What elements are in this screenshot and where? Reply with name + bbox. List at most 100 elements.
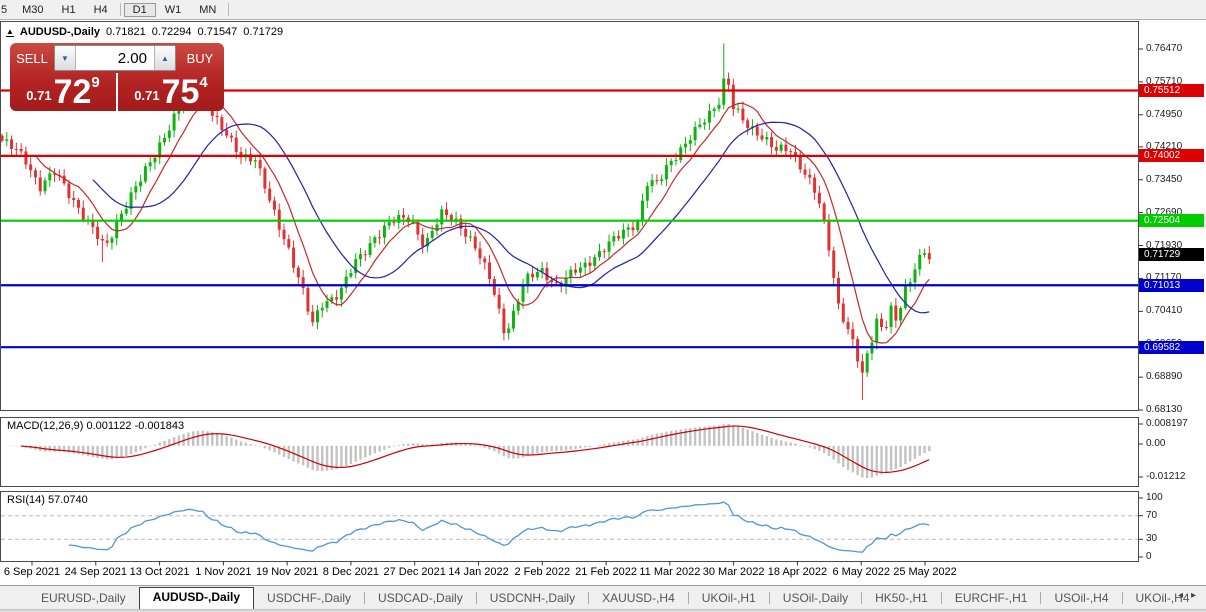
buy-price-sup: 4 [199,74,208,91]
candle-body [258,160,262,169]
candle-body [655,180,659,182]
candle-body [698,124,702,128]
collapse-arrow-icon[interactable]: ▲ [6,26,14,37]
macd-axis-label: -0.01212 [1146,471,1186,482]
date-axis-label: 6 May 2022 [832,566,890,578]
sell-price[interactable]: 0.71 72 9 [10,73,116,111]
candle-body [282,229,286,240]
ma-slow-line [92,121,930,314]
candle-body [923,253,927,255]
candle-body [727,78,731,85]
sell-price-prefix: 0.71 [26,88,52,103]
triangle-down-icon: ▼ [61,53,69,63]
sell-price-sup: 9 [91,74,100,91]
candle-body [521,286,525,302]
candle-body [703,122,707,125]
candle-body [837,277,840,304]
volume-increase-button[interactable]: ▲ [154,46,175,70]
timeframe-button-w1[interactable]: W1 [164,3,182,16]
timeframe-button-mn[interactable]: MN [199,3,217,16]
candle-body [903,286,907,309]
candle-body [507,328,511,334]
rsi-axis-label: 100 [1146,492,1163,503]
candle-body [531,273,535,278]
candle-body [798,155,802,170]
chart-tab-audusd-daily[interactable]: AUDUSD-,Daily [138,587,255,609]
timeframe-button-h4[interactable]: H4 [93,3,108,16]
tab-scroll-right-icon[interactable]: ▸ [1190,590,1196,601]
candle-body [789,151,793,153]
sell-button[interactable]: SELL [16,50,48,66]
candle-body [617,236,621,239]
candle-body [550,280,554,283]
candle-body [373,237,377,244]
candle-body [14,148,18,150]
candle-body [483,258,487,263]
buy-button[interactable]: BUY [186,50,214,66]
buy-price[interactable]: 0.71 75 4 [118,73,224,111]
ohlc-low: 0.71547 [197,25,238,38]
chart-tab-eurusd-daily[interactable]: EURUSD-,Daily [41,591,126,605]
timeframe-button-h1[interactable]: H1 [61,3,76,16]
date-axis-label: 14 Jan 2022 [448,566,509,578]
candle-body [10,139,14,149]
candle-body [320,307,324,311]
price-axis-label: 0.68890 [1146,371,1183,383]
tab-scroll-left-icon[interactable]: ◂ [1177,590,1183,601]
volume-decrease-button[interactable]: ▼ [55,46,76,70]
price-level-label: 0.71013 [1139,278,1204,292]
chart-tab-usoil-daily[interactable]: USOil-,Daily [782,591,849,605]
chart-tab-usoil-h4[interactable]: USOil-,H4 [1054,591,1109,605]
candle-body [641,200,645,221]
timeframe-button-d1[interactable]: D1 [123,2,156,17]
tab-separator [1040,592,1042,604]
macd-axis-label: 0.00 [1146,438,1166,449]
price-divider [116,73,118,111]
candle-body [578,267,582,273]
candle-body [172,113,176,131]
candle-body [292,247,296,268]
candle-body [421,234,425,247]
candle-body [67,183,71,199]
trade-widget-price-row: 0.71 72 9 0.71 75 4 [10,73,224,111]
candle-body [449,215,453,222]
candle-body [306,288,310,312]
tab-separator [475,592,477,604]
chart-tab-xauusd-h4[interactable]: XAUUSD-,H4 [602,591,675,605]
chart-tab-bar: EURUSD-,Daily AUDUSD-,Daily USDCHF-,Daily U… [0,585,1206,609]
candle-body [492,279,496,295]
candle-body [43,180,47,192]
candle-body [29,164,33,171]
chart-tab-usdchf-daily[interactable]: USDCHF-,Daily [267,591,352,605]
volume-input[interactable]: 2.00 [76,46,154,70]
chart-tab-usdcad-daily[interactable]: USDCAD-,Daily [378,591,463,605]
price-level-label: 0.72504 [1139,214,1204,228]
candle-body [445,209,449,216]
price-level-label: 0.69582 [1139,340,1204,354]
timeframe-button-5[interactable]: 5 [1,3,8,16]
ohlc-close: 0.71729 [243,25,284,38]
candle-body [865,353,869,373]
candle-body [511,310,515,329]
candle-body [784,144,788,152]
date-axis-label: 2 Feb 2022 [514,566,571,578]
candle-body [378,237,382,239]
chart-tab-ukoil-h1[interactable]: UKOil-,H1 [701,591,756,605]
candle-body [402,215,406,218]
candle-body [684,143,688,148]
candle-body [526,273,530,287]
chart-tab-usdcnh-daily[interactable]: USDCNH-,Daily [489,591,576,605]
tab-separator [687,592,689,604]
candle-body [229,135,233,138]
rsi-line [68,501,930,553]
chart-tab-ukoil-h4[interactable]: UKOil-,H4 [1135,591,1190,605]
tab-separator [861,592,863,604]
candle-body [731,84,735,110]
chart-symbol-label: AUDUSD-,Daily [19,25,100,38]
chart-tab-eurchf-h1[interactable]: EURCHF-,H1 [954,591,1028,605]
buy-price-big: 75 [161,73,200,111]
chart-tab-hk50-h1[interactable]: HK50-,H1 [875,591,928,605]
timeframe-button-m30[interactable]: M30 [22,3,44,16]
candle-body [5,139,9,141]
